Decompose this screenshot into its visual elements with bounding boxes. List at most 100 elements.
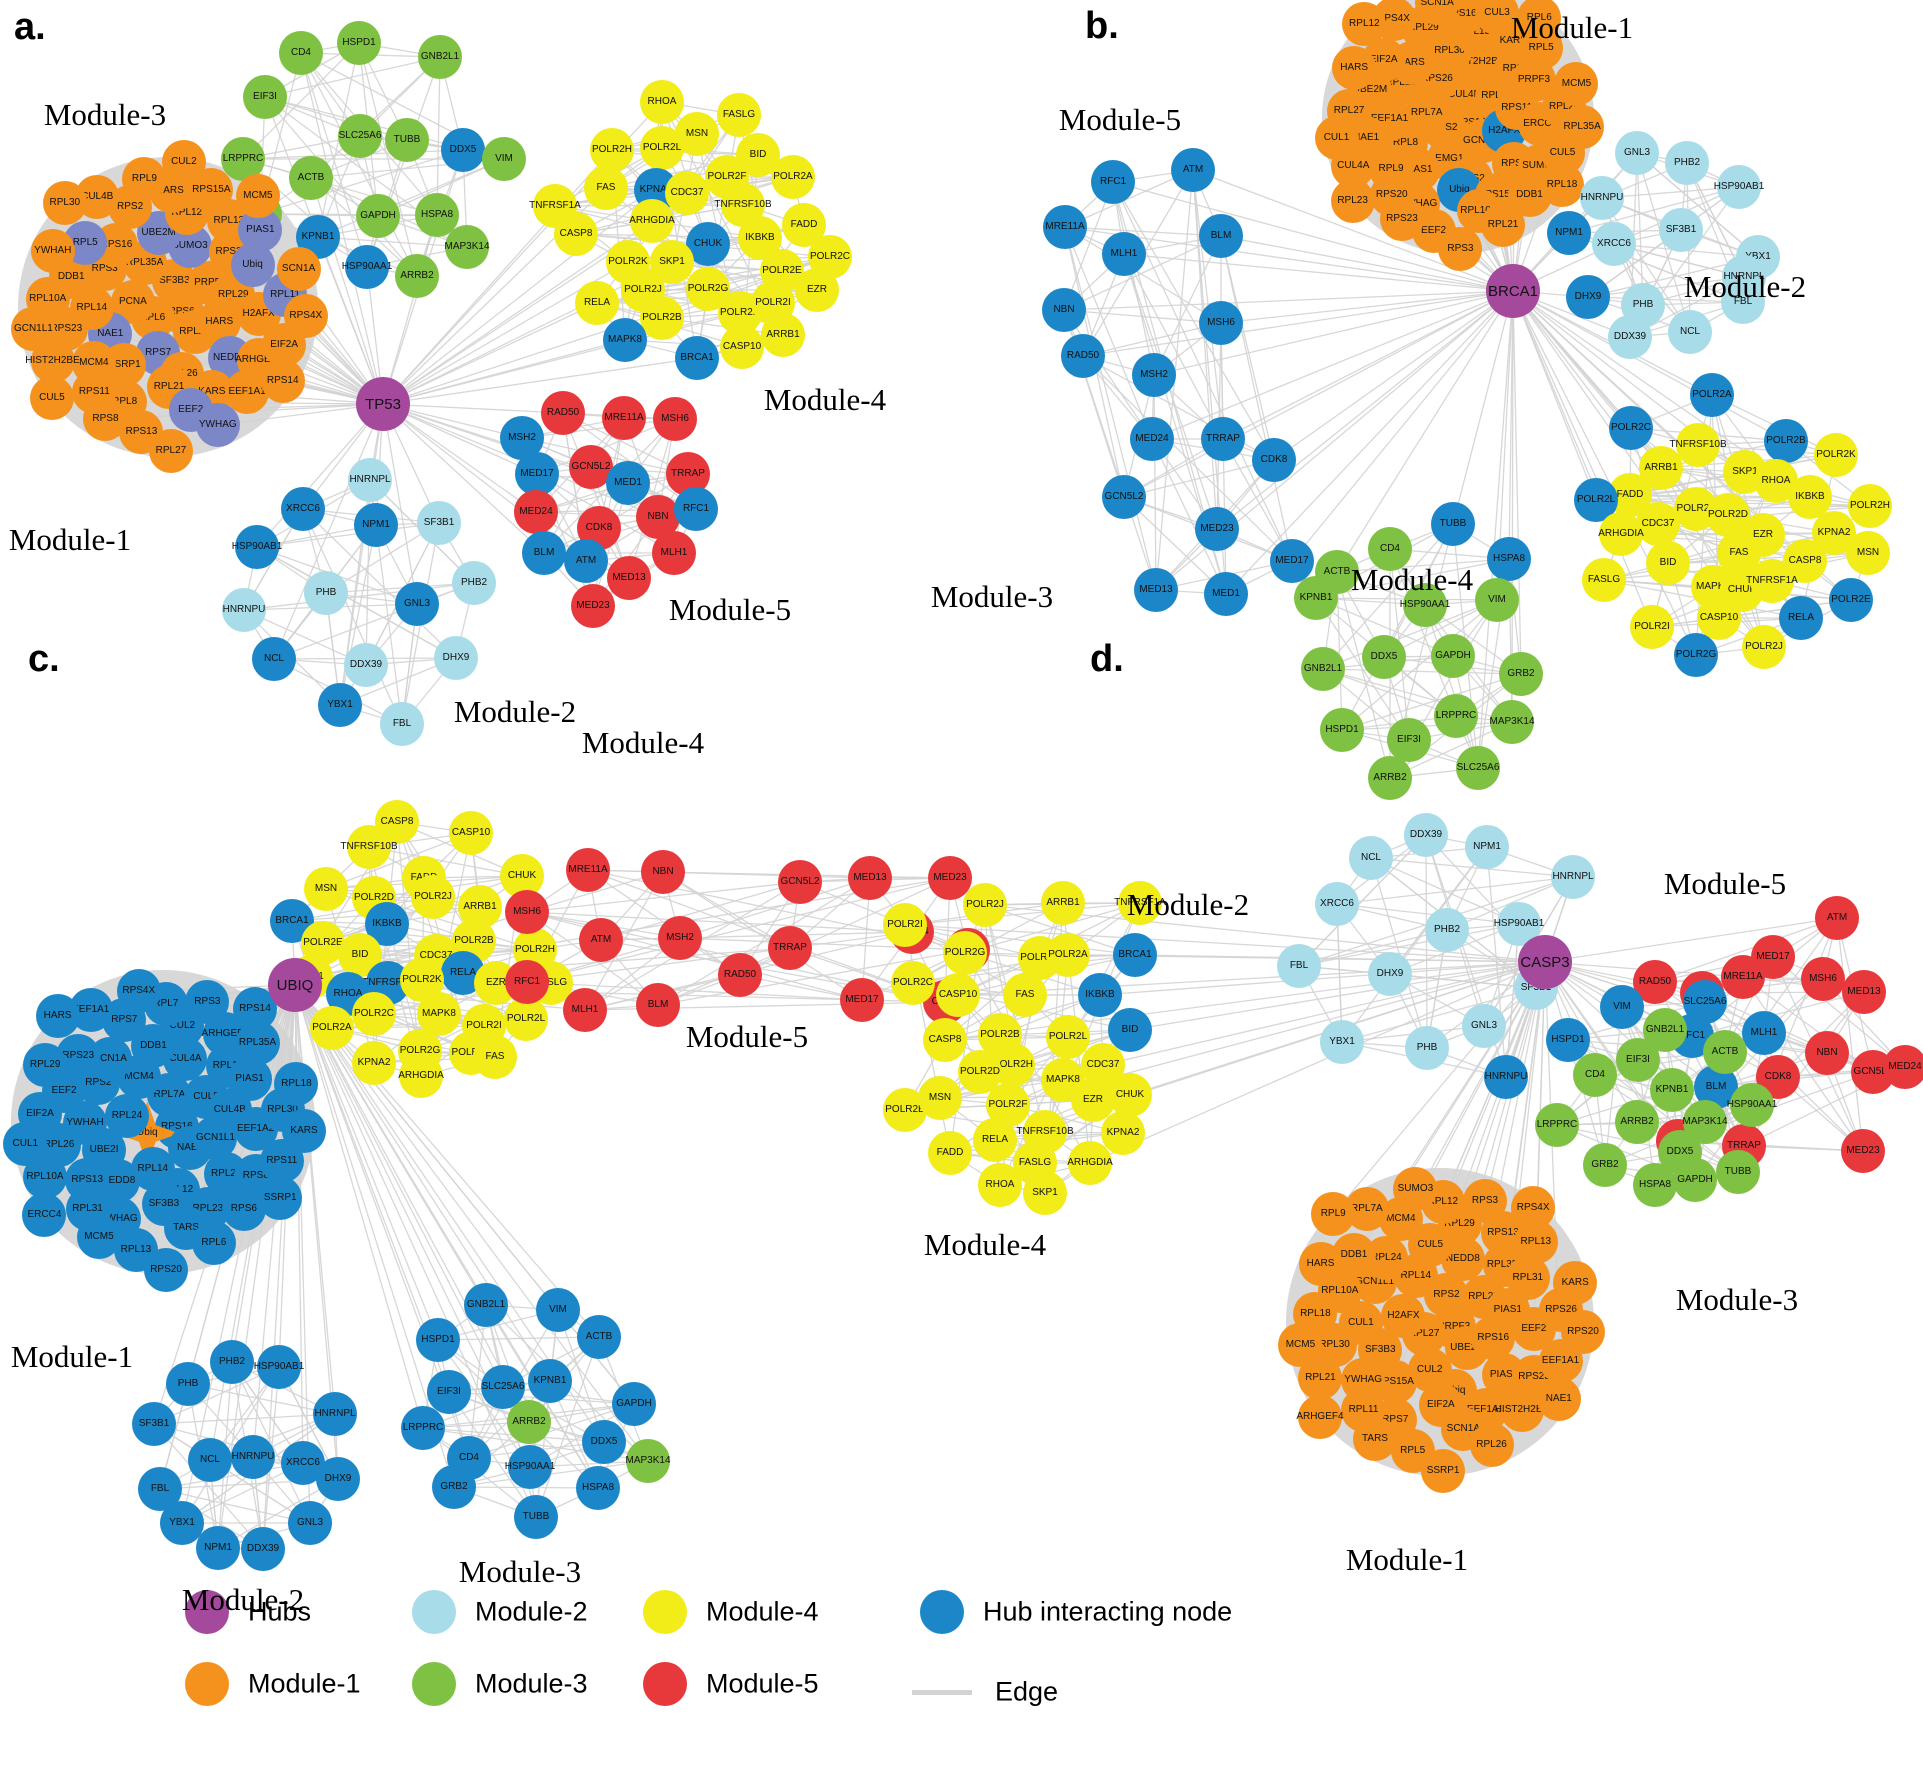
node-gnb2l1[interactable]: GNB2L1 <box>418 35 462 79</box>
node-rpl18[interactable]: RPL18 <box>1540 162 1585 207</box>
node-rps14[interactable]: RPS14 <box>260 359 305 404</box>
node-ikbkb[interactable]: IKBKB <box>1078 973 1122 1017</box>
node-mapk8[interactable]: MAPK8 <box>603 318 647 362</box>
node-hspa8[interactable]: HSPA8 <box>1487 537 1531 581</box>
node-slc25a6[interactable]: SLC25A6 <box>1683 980 1727 1024</box>
node-gapdh[interactable]: GAPDH <box>1431 634 1475 678</box>
node-nbn[interactable]: NBN <box>641 850 685 894</box>
hub-node-brca1[interactable]: BRCA1 <box>1486 264 1540 318</box>
node-med13[interactable]: MED13 <box>1842 970 1886 1014</box>
node-hars[interactable]: HARS <box>1332 45 1377 90</box>
node-ybx1[interactable]: YBX1 <box>318 683 362 727</box>
node-hnrnpu[interactable]: HNRNPU <box>222 588 266 632</box>
node-brca1[interactable]: BRCA1 <box>1113 933 1157 977</box>
node-grb2[interactable]: GRB2 <box>1499 652 1543 696</box>
node-map3k14[interactable]: MAP3K14 <box>444 225 490 269</box>
node-rpl29[interactable]: RPL29 <box>23 1042 68 1087</box>
node-ncl[interactable]: NCL <box>188 1438 232 1482</box>
node-tnfrsf10b[interactable]: TNFRSF10B <box>1669 423 1727 467</box>
node-tubb[interactable]: TUBB <box>1716 1150 1760 1194</box>
node-polr2e[interactable]: POLR2E <box>1829 578 1873 622</box>
node-polr2j[interactable]: POLR2J <box>1742 625 1786 669</box>
node-mlh1[interactable]: MLH1 <box>1742 1011 1786 1055</box>
node-cul2[interactable]: CUL2 <box>161 139 206 184</box>
node-grb2[interactable]: GRB2 <box>432 1465 476 1509</box>
node-trrap[interactable]: TRRAP <box>1201 417 1245 461</box>
node-hsp90ab1[interactable]: HSP90AB1 <box>232 525 282 569</box>
node-polr2h[interactable]: POLR2H <box>590 128 634 172</box>
node-rpl27[interactable]: RPL27 <box>148 429 193 474</box>
node-gapdh[interactable]: GAPDH <box>356 194 400 238</box>
node-ddx39[interactable]: DDX39 <box>241 1527 285 1571</box>
node-hsp90ab1[interactable]: HSP90AB1 <box>1714 165 1764 209</box>
node-med24[interactable]: MED24 <box>1883 1045 1923 1089</box>
node-phb[interactable]: PHB <box>1405 1026 1449 1070</box>
node-mlh1[interactable]: MLH1 <box>563 988 607 1032</box>
node-mlh1[interactable]: MLH1 <box>652 531 696 575</box>
node-tnfrsf10b[interactable]: TNFRSF10B <box>340 825 398 869</box>
node-npm1[interactable]: NPM1 <box>1465 825 1509 869</box>
node-msn[interactable]: MSN <box>1846 531 1890 575</box>
node-dhx9[interactable]: DHX9 <box>316 1457 360 1501</box>
node-nbn[interactable]: NBN <box>1042 288 1086 332</box>
node-cdc37[interactable]: CDC37 <box>1636 502 1680 546</box>
node-actb[interactable]: ACTB <box>577 1315 621 1359</box>
hub-node-ubiq[interactable]: UBIQ <box>268 958 322 1012</box>
node-gnb2l1[interactable]: GNB2L1 <box>1301 647 1345 691</box>
node-actb[interactable]: ACTB <box>1703 1030 1747 1074</box>
node-gapdh[interactable]: GAPDH <box>612 1382 656 1426</box>
hub-node-tp53[interactable]: TP53 <box>356 377 410 431</box>
node-lrpprc[interactable]: LRPPRC <box>401 1406 445 1450</box>
node-hnrnpl[interactable]: HNRNPL <box>1551 855 1595 899</box>
node-rad50[interactable]: RAD50 <box>718 953 762 997</box>
node-brca1[interactable]: BRCA1 <box>675 336 719 380</box>
node-arrb1[interactable]: ARRB1 <box>1041 881 1085 925</box>
node-xrcc6[interactable]: XRCC6 <box>1315 882 1359 926</box>
node-ncl[interactable]: NCL <box>1349 836 1393 880</box>
node-rpl12[interactable]: RPL12 <box>1342 1 1387 46</box>
node-hspa8[interactable]: HSPA8 <box>576 1466 620 1510</box>
node-rps23[interactable]: RPS23 <box>1379 197 1424 242</box>
node-rfc1[interactable]: RFC1 <box>1091 160 1135 204</box>
node-rpl35a[interactable]: RPL35A <box>1560 104 1605 149</box>
node-rps13[interactable]: RPS13 <box>1449 0 1494 9</box>
node-msh6[interactable]: MSH6 <box>1801 957 1845 1001</box>
node-fas[interactable]: FAS <box>473 1035 517 1079</box>
node-rpl23[interactable]: RPL23 <box>1330 178 1375 223</box>
node-hnrnpl[interactable]: HNRNPL <box>313 1392 357 1436</box>
node-rps20[interactable]: RPS20 <box>1561 1309 1605 1354</box>
node-msh6[interactable]: MSH6 <box>1199 301 1243 345</box>
node-med24[interactable]: MED24 <box>514 490 558 534</box>
node-blm[interactable]: BLM <box>636 983 680 1027</box>
node-casp8[interactable]: CASP8 <box>923 1018 967 1062</box>
node-atm[interactable]: ATM <box>1171 148 1215 192</box>
node-hspd1[interactable]: HSPD1 <box>1320 708 1364 752</box>
node-polr2b[interactable]: POLR2B <box>1764 419 1808 463</box>
node-cd4[interactable]: CD4 <box>1573 1053 1617 1097</box>
node-kpnb1[interactable]: KPNB1 <box>1294 576 1338 620</box>
node-dhx9[interactable]: DHX9 <box>434 636 478 680</box>
node-hnrnpu[interactable]: HNRNPU <box>1580 176 1624 220</box>
node-msh2[interactable]: MSH2 <box>658 916 702 960</box>
node-tubb[interactable]: TUBB <box>1431 502 1475 546</box>
node-arhgdia[interactable]: ARHGDIA <box>1067 1141 1113 1185</box>
node-nae1[interactable]: NAE1 <box>1536 1377 1581 1422</box>
node-mre11a[interactable]: MRE11A <box>1721 955 1765 999</box>
node-casp10[interactable]: CASP10 <box>720 325 764 369</box>
node-rad50[interactable]: RAD50 <box>1061 334 1105 378</box>
node-casp10[interactable]: CASP10 <box>449 811 493 855</box>
node-ezr[interactable]: EZR <box>795 268 839 312</box>
node-vim[interactable]: VIM <box>1475 578 1519 622</box>
node-rfc1[interactable]: RFC1 <box>674 487 718 531</box>
node-fas[interactable]: FAS <box>584 166 628 210</box>
node-polr2i[interactable]: POLR2I <box>883 903 927 947</box>
node-polr2j[interactable]: POLR2J <box>963 883 1007 927</box>
node-med24[interactable]: MED24 <box>1130 417 1174 461</box>
node-rfc1[interactable]: RFC1 <box>505 960 549 1004</box>
node-fbl[interactable]: FBL <box>380 702 424 746</box>
node-kpnb1[interactable]: KPNB1 <box>1650 1068 1694 1112</box>
node-actb[interactable]: ACTB <box>289 156 333 200</box>
node-sf3b1[interactable]: SF3B1 <box>417 501 461 545</box>
node-polr2a[interactable]: POLR2A <box>1046 933 1090 977</box>
node-nbn[interactable]: NBN <box>1805 1031 1849 1075</box>
